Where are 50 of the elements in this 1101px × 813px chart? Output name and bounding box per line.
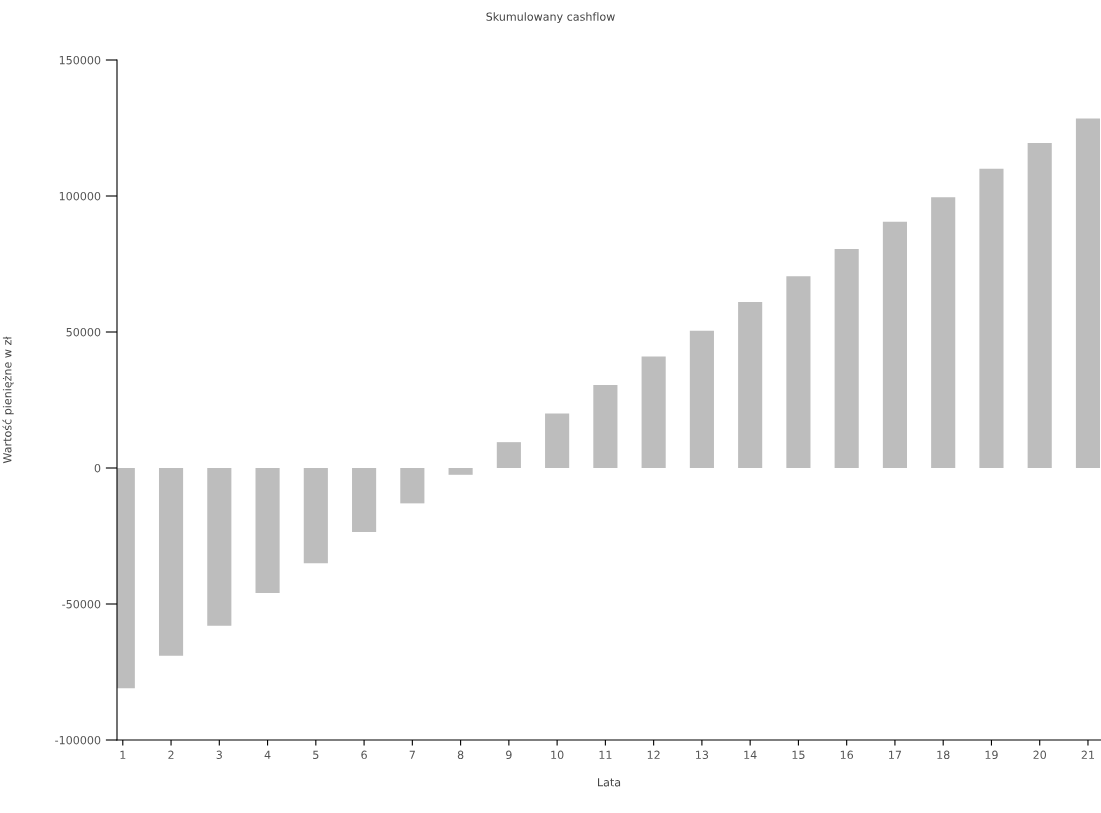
- x-tick-label: 20: [1033, 750, 1047, 760]
- x-tick-label: 8: [457, 750, 464, 760]
- bar: [1027, 142, 1052, 468]
- x-tick-label: 4: [264, 750, 271, 759]
- chart-title: Skumulowany cashflow: [486, 12, 615, 23]
- bar: [545, 413, 570, 468]
- x-axis-title: Lata: [598, 778, 621, 787]
- y-tick-label: -50000: [62, 599, 101, 609]
- x-tick-label: 2: [168, 750, 174, 759]
- y-tick-label: -100000: [55, 735, 101, 745]
- bar: [255, 468, 280, 594]
- bar: [352, 468, 377, 532]
- x-tick-label: 9: [506, 750, 512, 760]
- x-tick-label: 6: [361, 750, 367, 760]
- bar: [931, 197, 956, 468]
- bar: [689, 330, 714, 468]
- bar: [158, 468, 184, 656]
- y-tick-label: 100000: [59, 191, 101, 201]
- x-tick-label: 13: [696, 750, 709, 760]
- x-tick-label: 12: [647, 750, 660, 759]
- bar: [400, 468, 425, 504]
- bar: [448, 468, 473, 475]
- x-tick-label: 11: [599, 750, 612, 759]
- y-tick-label: 50000: [66, 327, 101, 337]
- x-tick-label: 18: [937, 750, 950, 760]
- x-tick-label: 19: [985, 750, 998, 760]
- bar: [496, 442, 521, 468]
- bar: [593, 385, 618, 468]
- y-axis-title: Wartość pieniężne w zł: [2, 336, 14, 464]
- x-tick-label: 15: [792, 750, 805, 760]
- x-tick-label: 14: [744, 750, 757, 759]
- x-tick-label: 16: [840, 750, 854, 760]
- x-tick-label: 17: [889, 750, 902, 759]
- bar: [641, 356, 666, 468]
- bar: [882, 221, 907, 468]
- bar: [738, 302, 763, 468]
- x-tick-label: 1: [120, 750, 126, 759]
- x-tick-label: 5: [313, 750, 319, 760]
- x-tick-label: 10: [551, 750, 564, 760]
- bar: [207, 468, 232, 626]
- x-tick-label: 21: [1081, 750, 1095, 759]
- bar: [1075, 118, 1101, 468]
- x-tick-label: 3: [216, 750, 222, 760]
- y-tick-label: 150000: [59, 55, 101, 65]
- bar: [834, 249, 859, 468]
- y-tick-label: 0: [94, 463, 101, 473]
- bar: [303, 468, 328, 564]
- bar: [979, 168, 1004, 468]
- bar: [786, 276, 811, 468]
- x-tick-label: 7: [409, 750, 415, 759]
